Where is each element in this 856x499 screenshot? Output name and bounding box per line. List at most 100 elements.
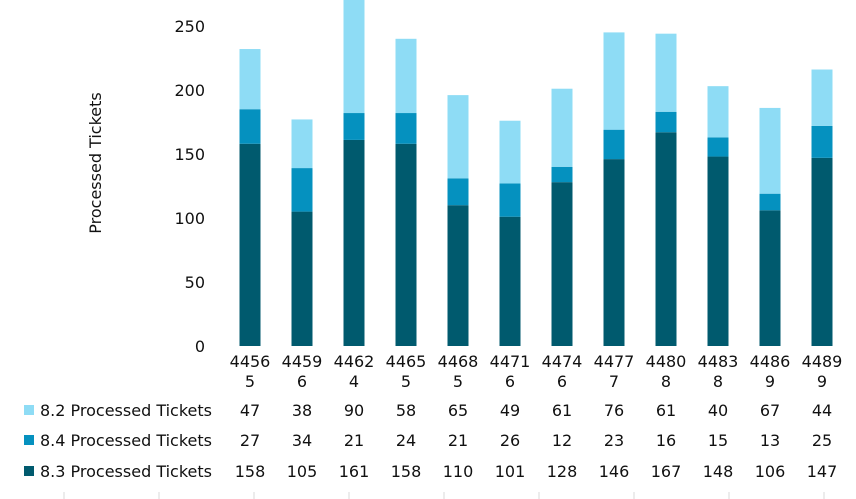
legend-key	[24, 405, 34, 415]
bar-segment	[655, 111, 677, 133]
bar-segment	[811, 69, 833, 126]
series-name: 8.3 Processed Tickets	[40, 462, 212, 481]
bar-segment	[239, 143, 261, 346]
bar-segment	[395, 113, 417, 144]
table-value: 15	[708, 431, 728, 450]
bar-segment	[395, 143, 417, 346]
bar-segment	[499, 183, 521, 217]
table-value: 21	[344, 431, 364, 450]
table-value: 27	[240, 431, 260, 450]
table-value: 67	[760, 401, 780, 420]
table-value: 146	[599, 462, 630, 481]
table-value: 161	[339, 462, 370, 481]
x-tick-label: 4456 5	[230, 352, 271, 391]
bar-segment	[551, 88, 573, 167]
bar-segment	[655, 132, 677, 346]
table-value: 23	[604, 431, 624, 450]
table-value: 40	[708, 401, 728, 420]
bar-segment	[811, 157, 833, 346]
table-value: 26	[500, 431, 520, 450]
table-value: 110	[443, 462, 474, 481]
bar-segment	[343, 113, 365, 140]
table-value: 106	[755, 462, 786, 481]
bar-segment	[655, 33, 677, 112]
table-value: 101	[495, 462, 526, 481]
y-tick-label: 0	[195, 337, 205, 356]
x-tick-label: 4465 5	[386, 352, 427, 391]
y-tick-label: 100	[174, 209, 205, 228]
table-value: 12	[552, 431, 572, 450]
table-value: 16	[656, 431, 676, 450]
y-axis-label: Processed Tickets	[86, 92, 105, 233]
table-value: 24	[396, 431, 416, 450]
table-value: 47	[240, 401, 260, 420]
series-name: 8.4 Processed Tickets	[40, 431, 212, 450]
bar-segment	[395, 38, 417, 114]
x-tick-label: 4471 6	[490, 352, 531, 391]
bar-segment	[759, 193, 781, 211]
legend-key	[24, 435, 34, 445]
bars	[239, 0, 833, 346]
bar-segment	[759, 107, 781, 194]
bar-segment	[291, 119, 313, 169]
table-value: 25	[812, 431, 832, 450]
y-tick-label: 150	[174, 145, 205, 164]
x-tick-label: 4462 4	[334, 352, 375, 391]
table-value: 34	[292, 431, 312, 450]
bar-segment	[499, 216, 521, 346]
bar-segment	[447, 205, 469, 346]
table-value: 13	[760, 431, 780, 450]
bar-segment	[239, 49, 261, 110]
table-value: 58	[396, 401, 416, 420]
table-value: 147	[807, 462, 838, 481]
bar-segment	[707, 156, 729, 346]
bar-segment	[551, 182, 573, 346]
bar-segment	[239, 109, 261, 144]
x-tick-label: 4489 9	[802, 352, 843, 391]
table-value: 61	[656, 401, 676, 420]
y-axis-ticks: 0 50 100 150 200 250	[174, 17, 205, 356]
table-value: 61	[552, 401, 572, 420]
y-tick-label: 50	[185, 273, 205, 292]
table-value: 158	[391, 462, 422, 481]
bar-segment	[603, 32, 625, 130]
table-value: 49	[500, 401, 520, 420]
table-value: 90	[344, 401, 364, 420]
x-tick-label: 4459 6	[282, 352, 323, 391]
table-value: 167	[651, 462, 682, 481]
table-value: 44	[812, 401, 832, 420]
x-axis-ticks: 4456 5 4459 6 4462 4 4465 5 4468 5 4471 6 4474 6 4477 7…	[230, 352, 843, 391]
y-tick-label: 250	[174, 17, 205, 36]
table-value: 21	[448, 431, 468, 450]
bar-segment	[811, 125, 833, 158]
x-tick-label: 4474 6	[542, 352, 583, 391]
bar-segment	[343, 0, 365, 114]
y-tick-label: 200	[174, 81, 205, 100]
table-value: 128	[547, 462, 578, 481]
data-table: 8.2 Processed Tickets 47 38 90 58 65 49 61 76 61 4…	[24, 401, 837, 499]
bar-segment	[499, 120, 521, 184]
bar-segment	[291, 211, 313, 346]
bar-segment	[447, 178, 469, 206]
bar-segment	[447, 95, 469, 179]
y-axis-title: Processed Tickets	[86, 92, 105, 233]
table-value: 105	[287, 462, 318, 481]
bar-segment	[291, 168, 313, 212]
bar-segment	[707, 86, 729, 138]
table-value: 158	[235, 462, 266, 481]
bar-segment	[603, 159, 625, 346]
x-tick-label: 4486 9	[750, 352, 791, 391]
bar-segment	[343, 139, 365, 346]
x-tick-label: 4480 8	[646, 352, 687, 391]
table-value: 65	[448, 401, 468, 420]
bar-segment	[759, 210, 781, 346]
legend-key	[24, 466, 34, 476]
series-name: 8.2 Processed Tickets	[40, 401, 212, 420]
bar-segment	[707, 137, 729, 157]
bar-segment	[603, 129, 625, 160]
table-value: 76	[604, 401, 624, 420]
x-tick-label: 4477 7	[594, 352, 635, 391]
x-tick-label: 4483 8	[698, 352, 739, 391]
bar-segment	[551, 166, 573, 183]
